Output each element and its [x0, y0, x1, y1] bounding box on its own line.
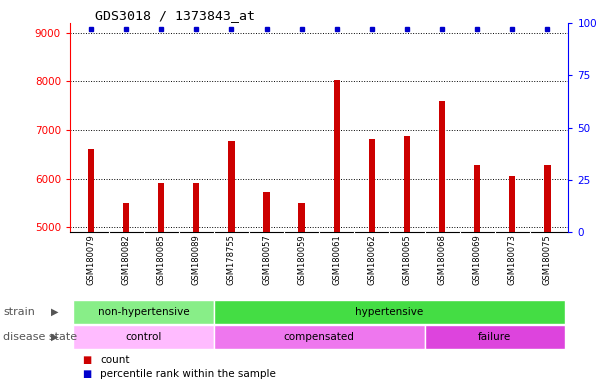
- Bar: [334, 81, 340, 232]
- Bar: [404, 136, 410, 232]
- Text: strain: strain: [3, 307, 35, 317]
- Bar: [123, 203, 130, 232]
- Bar: [214, 325, 424, 349]
- Bar: [474, 165, 480, 232]
- Text: GSM180082: GSM180082: [122, 234, 131, 285]
- Bar: [193, 183, 199, 232]
- Bar: [424, 325, 565, 349]
- Text: ▶: ▶: [51, 307, 58, 317]
- Bar: [228, 141, 235, 232]
- Text: GSM180073: GSM180073: [508, 234, 517, 285]
- Bar: [214, 300, 565, 324]
- Bar: [74, 325, 214, 349]
- Text: ■: ■: [82, 369, 91, 379]
- Text: GSM180068: GSM180068: [438, 234, 447, 285]
- Text: GSM178755: GSM178755: [227, 234, 236, 285]
- Bar: [88, 149, 94, 232]
- Text: GSM180059: GSM180059: [297, 234, 306, 285]
- Text: disease state: disease state: [3, 332, 77, 342]
- Text: GSM180065: GSM180065: [402, 234, 412, 285]
- Text: failure: failure: [478, 332, 511, 342]
- Bar: [74, 300, 214, 324]
- Text: control: control: [125, 332, 162, 342]
- Text: GSM180079: GSM180079: [86, 234, 95, 285]
- Text: GSM180089: GSM180089: [192, 234, 201, 285]
- Text: GSM180085: GSM180085: [157, 234, 166, 285]
- Text: GSM180069: GSM180069: [472, 234, 482, 285]
- Text: percentile rank within the sample: percentile rank within the sample: [100, 369, 276, 379]
- Bar: [368, 139, 375, 232]
- Text: GSM180061: GSM180061: [332, 234, 341, 285]
- Text: compensated: compensated: [284, 332, 354, 342]
- Text: GSM180062: GSM180062: [367, 234, 376, 285]
- Bar: [544, 165, 551, 232]
- Bar: [299, 203, 305, 232]
- Text: GSM180057: GSM180057: [262, 234, 271, 285]
- Bar: [158, 183, 164, 232]
- Text: ▶: ▶: [51, 332, 58, 342]
- Text: ■: ■: [82, 355, 91, 365]
- Text: GDS3018 / 1373843_at: GDS3018 / 1373843_at: [95, 9, 255, 22]
- Bar: [439, 101, 445, 232]
- Bar: [263, 192, 270, 232]
- Text: count: count: [100, 355, 130, 365]
- Bar: [509, 176, 516, 232]
- Text: GSM180075: GSM180075: [543, 234, 552, 285]
- Text: hypertensive: hypertensive: [355, 307, 424, 317]
- Text: non-hypertensive: non-hypertensive: [98, 307, 190, 317]
